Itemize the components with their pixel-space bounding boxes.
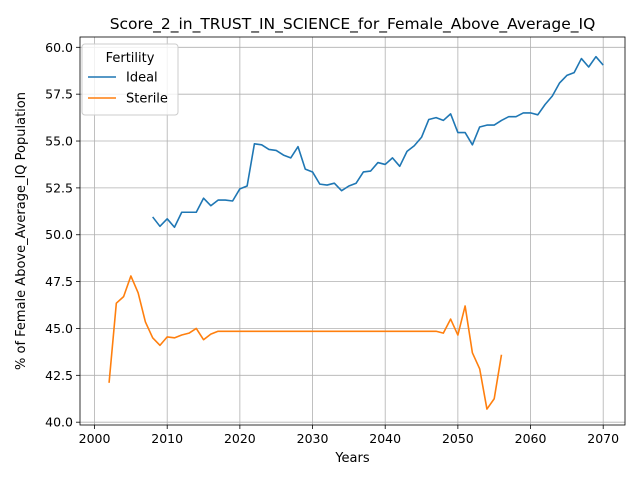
x-tick-label: 2010 (151, 431, 183, 446)
y-tick-label: 47.5 (45, 274, 73, 289)
y-tick-label: 52.5 (45, 180, 73, 195)
y-tick-label: 42.5 (45, 368, 73, 383)
x-tick-label: 2040 (369, 431, 401, 446)
chart-title: Score_2_in_TRUST_IN_SCIENCE_for_Female_A… (110, 15, 596, 34)
plot-frame (79, 36, 626, 426)
y-tick-label: 40.0 (45, 415, 73, 430)
legend: Fertility Ideal Sterile (81, 43, 179, 116)
legend-items: Ideal Sterile (88, 71, 168, 107)
legend-title: Fertility (106, 51, 155, 66)
x-tick-label: 2000 (79, 431, 111, 446)
x-tick-label: 2070 (587, 431, 619, 446)
grid (80, 37, 625, 425)
y-tick-label: 60.0 (45, 40, 73, 55)
series-line-sterile (108, 275, 503, 410)
legend-label-sterile: Sterile (126, 92, 168, 107)
series-line-ideal (152, 55, 604, 229)
x-tick-label: 2060 (515, 431, 547, 446)
y-tick-label: 55.0 (45, 134, 73, 149)
axis-ticks: 2000 2010 2020 2030 2040 2050 2060 2070 40.0 42.5… (45, 40, 619, 446)
x-tick-label: 2030 (297, 431, 329, 446)
y-tick-label: 45.0 (45, 321, 73, 336)
legend-label-ideal: Ideal (126, 71, 158, 86)
series-lines (108, 55, 604, 410)
y-tick-label: 50.0 (45, 227, 73, 242)
y-axis-label: % of Female Above_Average_IQ Population (14, 92, 29, 370)
x-tick-label: 2020 (224, 431, 256, 446)
x-tick-label: 2050 (442, 431, 474, 446)
x-axis-label: Years (334, 451, 370, 466)
y-tick-label: 57.5 (45, 87, 73, 102)
